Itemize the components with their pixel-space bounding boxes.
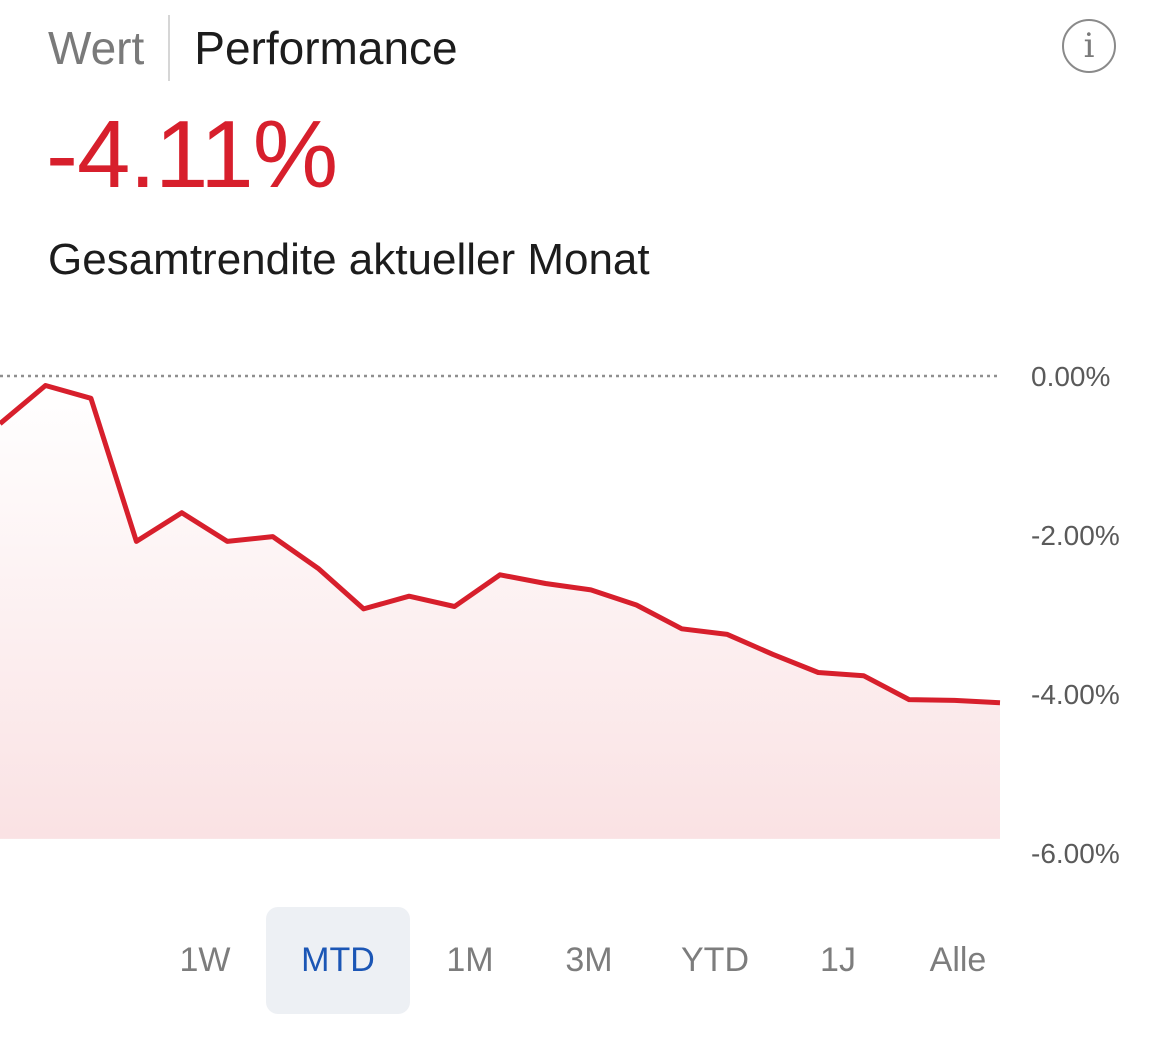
tab-performance[interactable]: Performance [194, 22, 458, 74]
chart-data-point [543, 581, 548, 586]
chart-area-fill [0, 385, 1000, 839]
chart-data-point [498, 572, 503, 577]
range-mtd-button[interactable]: MTD [266, 907, 410, 1014]
chart-data-point [725, 632, 730, 637]
range-alle-button[interactable]: Alle [929, 941, 987, 979]
tab-divider [168, 15, 171, 81]
chart-data-point [179, 510, 184, 515]
chart-series-line [0, 383, 1001, 706]
y-tick-label: 0.00% [1031, 361, 1110, 392]
chart-data-point [634, 602, 639, 607]
chart-data-point [452, 604, 457, 609]
range-1j-button[interactable]: 1J [820, 941, 856, 979]
info-icon[interactable]: i [1062, 19, 1116, 73]
view-tabs: Wert Performance [48, 14, 458, 82]
chart-data-point [907, 697, 912, 702]
performance-value: -4.11% [46, 101, 338, 208]
chart-data-point [134, 539, 139, 544]
range-3m-button[interactable]: 3M [565, 941, 613, 979]
range-ytd-button[interactable]: YTD [681, 941, 749, 979]
chart-data-point [770, 652, 775, 657]
chart-data-point [998, 700, 1003, 705]
range-selector: 1W MTD 1M 3M YTD 1J Alle [0, 907, 1170, 1014]
chart-data-point [679, 626, 684, 631]
chart-data-point [225, 539, 230, 544]
y-tick-label: -6.00% [1031, 838, 1120, 869]
chart-data-point [952, 698, 957, 703]
info-glyph: i [1083, 26, 1095, 66]
tab-wert[interactable]: Wert [48, 22, 145, 74]
performance-label: Gesamtrendite aktueller Monat [48, 235, 650, 284]
range-1w-button[interactable]: 1W [179, 941, 231, 979]
y-tick-label: -4.00% [1031, 679, 1120, 710]
chart-data-point [816, 670, 821, 675]
y-tick-label: -2.00% [1031, 520, 1120, 551]
chart-data-point [316, 566, 321, 571]
chart-data-point [43, 383, 48, 388]
chart-data-point [861, 673, 866, 678]
chart-data-point [588, 587, 593, 592]
chart-data-point [361, 606, 366, 611]
chart-data-point [270, 534, 275, 539]
range-1m-button[interactable]: 1M [446, 941, 494, 979]
performance-chart: 0.00% -2.00% -4.00% -6.00% [0, 361, 1120, 869]
chart-data-point [407, 594, 412, 599]
chart-data-point [88, 396, 93, 401]
